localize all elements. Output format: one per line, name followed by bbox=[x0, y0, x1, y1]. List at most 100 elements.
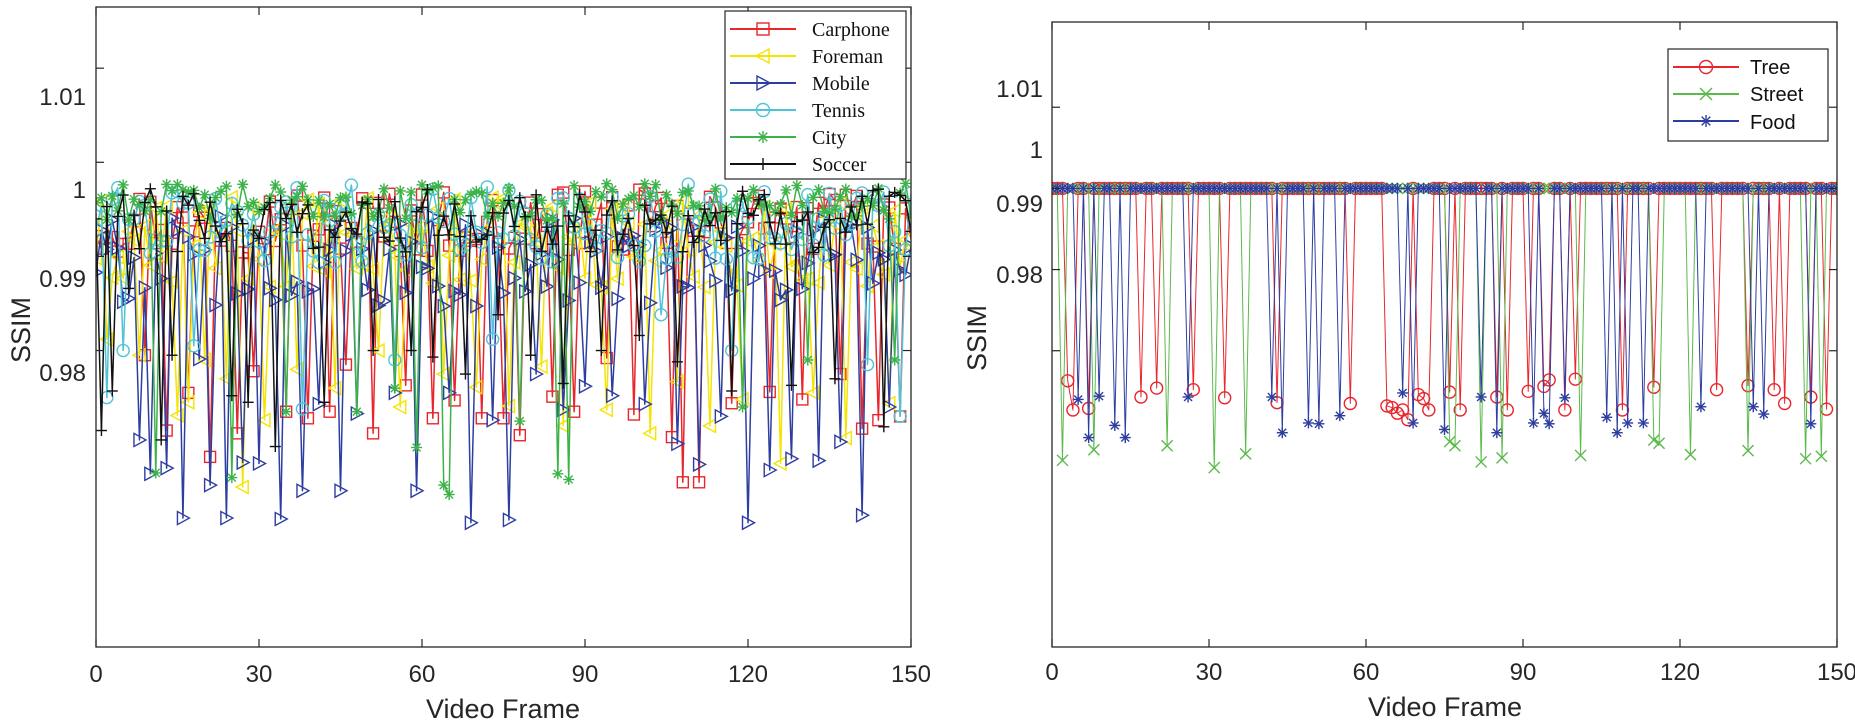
left-point-mobile-68 bbox=[459, 217, 474, 233]
left-point-mobile-4 bbox=[111, 240, 126, 256]
left-point-mobile-141 bbox=[855, 507, 871, 523]
left-point-city-35 bbox=[280, 406, 292, 418]
left-point-tennis-102 bbox=[643, 189, 657, 204]
left-point-mobile-117 bbox=[725, 283, 740, 299]
left-point-mobile-130 bbox=[796, 281, 811, 297]
left-point-soccer-150 bbox=[905, 225, 911, 237]
left-point-soccer-65 bbox=[443, 229, 455, 241]
left-point-soccer-86 bbox=[557, 377, 569, 389]
left-point-mobile-37 bbox=[290, 274, 306, 290]
left-point-soccer-121 bbox=[747, 209, 759, 221]
left-point-soccer-81 bbox=[530, 189, 542, 201]
left-point-soccer-97 bbox=[617, 228, 629, 240]
right-point-food-94 bbox=[1538, 407, 1550, 419]
left-point-soccer-128 bbox=[785, 379, 797, 391]
left-point-soccer-77 bbox=[508, 220, 520, 232]
left-point-foreman-117 bbox=[723, 266, 738, 282]
left-legend: Carphone Foreman Mobile Tennis City Socc… bbox=[724, 10, 907, 180]
right-point-food-108 bbox=[1611, 427, 1623, 439]
legend-label-carphone: Carphone bbox=[812, 19, 890, 41]
left-point-soccer-11 bbox=[150, 201, 162, 213]
left-point-soccer-2 bbox=[101, 201, 113, 213]
left-point-soccer-132 bbox=[807, 247, 819, 259]
left-point-mobile-95 bbox=[605, 388, 621, 404]
left-point-mobile-113 bbox=[703, 253, 718, 269]
left-point-soccer-94 bbox=[601, 209, 613, 221]
left-point-mobile-143 bbox=[866, 275, 881, 291]
left-point-soccer-39 bbox=[302, 199, 314, 211]
left-point-tennis-68 bbox=[458, 238, 473, 252]
left-point-mobile-145 bbox=[877, 251, 892, 267]
left-point-mobile-32 bbox=[263, 280, 278, 296]
left-point-mobile-23 bbox=[214, 209, 229, 225]
left-point-soccer-50 bbox=[362, 198, 374, 210]
left-point-mobile-8 bbox=[133, 432, 148, 448]
right-point-food-124 bbox=[1695, 401, 1707, 413]
right-point-food-112 bbox=[1632, 182, 1644, 194]
left-point-tennis-39 bbox=[301, 227, 315, 242]
right-ytick-label-2: 1 bbox=[1030, 137, 1043, 164]
left-point-city-88 bbox=[568, 180, 580, 192]
left-point-soccer-9 bbox=[139, 197, 151, 209]
left-point-mobile-34 bbox=[274, 511, 289, 527]
left-point-soccer-36 bbox=[286, 198, 298, 210]
left-ytick-label-1: 0.99 bbox=[39, 266, 86, 293]
right-point-street-115 bbox=[1647, 434, 1660, 447]
left-point-city-137 bbox=[834, 191, 846, 203]
left-point-mobile-125 bbox=[768, 263, 784, 279]
left-point-soccer-56 bbox=[394, 232, 406, 244]
right-point-food-82 bbox=[1475, 391, 1487, 403]
left-point-city-24 bbox=[220, 180, 232, 192]
left-point-city-64 bbox=[438, 479, 450, 491]
left-point-carphone-43 bbox=[323, 405, 336, 418]
left-point-mobile-43 bbox=[323, 242, 338, 258]
right-point-food-145 bbox=[1805, 418, 1817, 430]
left-xtick-label-2: 60 bbox=[409, 661, 436, 688]
left-point-mobile-64 bbox=[437, 298, 452, 314]
left-point-soccer-69 bbox=[465, 210, 477, 222]
left-point-mobile-124 bbox=[763, 462, 778, 478]
right-legend: Tree Street Food bbox=[1667, 48, 1829, 142]
left-point-city-141 bbox=[856, 200, 868, 212]
left-point-mobile-36 bbox=[285, 287, 300, 304]
left-point-mobile-80 bbox=[524, 256, 539, 273]
left-point-mobile-101 bbox=[638, 396, 653, 412]
left-point-mobile-74 bbox=[491, 239, 507, 256]
left-point-soccer-118 bbox=[731, 218, 743, 230]
left-point-soccer-127 bbox=[780, 238, 792, 250]
left-point-soccer-5 bbox=[117, 189, 129, 201]
left-point-soccer-1 bbox=[96, 425, 107, 437]
left-point-city-101 bbox=[639, 178, 651, 190]
right-point-food-93 bbox=[1533, 182, 1545, 194]
left-point-city-119 bbox=[737, 401, 749, 413]
left-point-city-130 bbox=[796, 199, 808, 211]
right-point-tree-72 bbox=[1422, 403, 1436, 417]
left-point-soccer-82 bbox=[536, 245, 548, 257]
right-point-tree-57 bbox=[1343, 396, 1358, 411]
left-point-foreman-77 bbox=[506, 254, 521, 270]
left-point-mobile-133 bbox=[812, 452, 827, 469]
left-point-mobile-15 bbox=[171, 222, 186, 238]
left-point-tennis-100 bbox=[632, 254, 647, 269]
left-point-foreman-8 bbox=[131, 347, 146, 363]
left-point-mobile-7 bbox=[127, 249, 143, 266]
right-point-tree-138 bbox=[1767, 382, 1781, 397]
left-point-soccer-137 bbox=[834, 212, 846, 224]
left-point-city-133 bbox=[813, 184, 825, 196]
left-point-foreman-81 bbox=[528, 233, 543, 250]
left-point-city-59 bbox=[411, 441, 423, 453]
left-point-mobile-131 bbox=[801, 255, 816, 271]
legend-marker-foreman bbox=[754, 47, 770, 65]
right-ytick-label-3: 1.01 bbox=[996, 76, 1043, 103]
left-legend-keys bbox=[730, 22, 796, 170]
left-point-soccer-66 bbox=[449, 198, 461, 210]
left-point-city-38 bbox=[296, 180, 308, 192]
right-series-food bbox=[1052, 182, 1837, 444]
right-point-food-110 bbox=[1622, 417, 1634, 429]
left-point-soccer-88 bbox=[568, 221, 580, 233]
left-point-city-33 bbox=[269, 179, 281, 191]
left-xtick-label-1: 30 bbox=[246, 661, 273, 688]
left-point-soccer-144 bbox=[872, 183, 884, 195]
left-point-city-100 bbox=[633, 201, 645, 213]
left-point-soccer-16 bbox=[177, 190, 189, 202]
